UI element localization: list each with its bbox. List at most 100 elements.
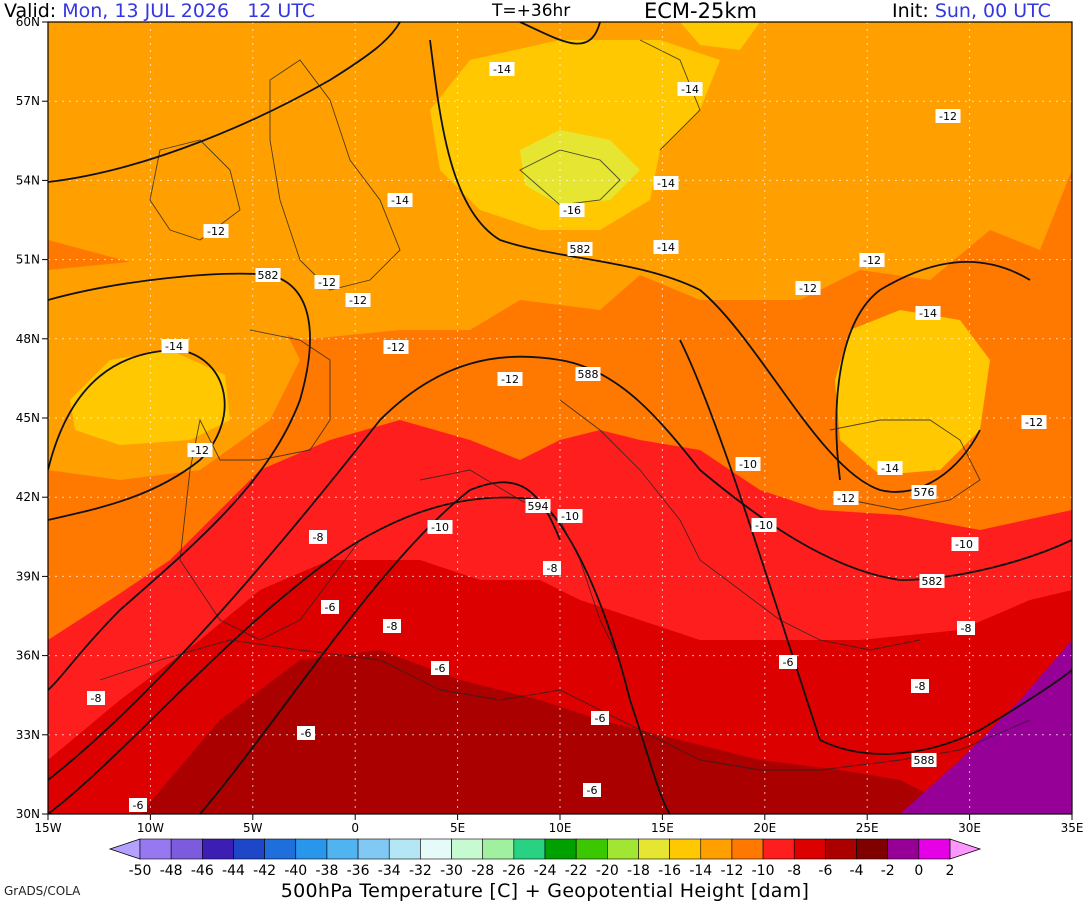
- colorbar-swatch: [607, 838, 639, 860]
- isotherm-label-bg: [187, 443, 213, 457]
- isotherm-label-bg: [877, 461, 903, 475]
- longitude-labels: 15W 10W 5W 0 5E 10E 15E 20E 25E 30E 35E: [34, 814, 1083, 835]
- height-contours: [48, 22, 1072, 814]
- lat-label: 57N: [16, 94, 40, 108]
- colorbar-swatch: [295, 838, 328, 860]
- isotherm-label: -8: [383, 619, 401, 633]
- lon-label: 30E: [958, 821, 981, 835]
- height-label-text: 588: [578, 368, 599, 381]
- colorbar-swatch: [669, 838, 702, 860]
- lat-label: 42N: [16, 490, 40, 504]
- colorbar-tick-label: -12: [720, 863, 743, 879]
- isotherm-label-text: -12: [349, 294, 367, 307]
- isotherm-label-text: -8: [915, 680, 926, 693]
- colorbar-tick-label: -14: [689, 863, 712, 879]
- height-label-bg: [525, 499, 551, 513]
- colorbar-swatch: [513, 838, 546, 860]
- isotherm-label: -8: [911, 679, 929, 693]
- isotherm-label-text: -12: [318, 276, 336, 289]
- isotherm-label-text: -8: [387, 620, 398, 633]
- isotherm-label-text: -12: [387, 341, 405, 354]
- height-label-bg: [911, 753, 937, 767]
- isotherm-label-text: -14: [681, 83, 699, 96]
- isotherm-label-bg: [309, 530, 327, 544]
- lon-label: 35E: [1061, 821, 1084, 835]
- colorbar-tick-label: -34: [378, 863, 401, 879]
- isotherm-label: -12: [383, 340, 409, 354]
- height-label: 582: [255, 268, 281, 282]
- colorbar-swatch: [420, 838, 452, 860]
- lon-label: 0: [351, 821, 359, 835]
- isotherm-label: -6: [779, 655, 797, 669]
- isotherm-label-bg: [383, 619, 401, 633]
- lat-label: 48N: [16, 332, 40, 346]
- valid-label: Valid:: [4, 0, 57, 22]
- height-label-bg: [255, 268, 281, 282]
- isotherm-label: -12: [795, 281, 821, 295]
- isotherm-label: -10: [735, 457, 761, 471]
- colorbar-tick-label: -32: [409, 863, 432, 879]
- height-label-text: 582: [922, 575, 943, 588]
- isotherm-label-bg: [653, 176, 679, 190]
- isotherm-label-bg: [653, 240, 679, 254]
- isotherm-label-text: -6: [301, 727, 312, 740]
- isotherm-label: -14: [489, 62, 515, 76]
- lat-label: 54N: [16, 173, 40, 187]
- isotherm-label-bg: [951, 537, 977, 551]
- colorbar-tick-label: -18: [627, 863, 650, 879]
- lat-label: 36N: [16, 649, 40, 663]
- colorbar-swatch: [825, 838, 857, 860]
- isotherm-label-bg: [321, 600, 339, 614]
- isotherm-label: -6: [297, 726, 315, 740]
- isotherm-label: -14: [653, 176, 679, 190]
- isotherm-label-text: -12: [207, 225, 225, 238]
- isotherm-label-bg: [559, 203, 585, 217]
- colorbar-tick-label: -20: [596, 863, 619, 879]
- lat-label: 51N: [16, 253, 40, 267]
- isotherm-label-text: -10: [739, 458, 757, 471]
- isotherm-label-text: -10: [755, 519, 773, 532]
- colorbar-tick-label: -6: [818, 863, 832, 879]
- colorbar-tick-label: -8: [787, 863, 801, 879]
- lon-label: 25E: [856, 821, 879, 835]
- isotherm-label-text: -12: [1025, 416, 1043, 429]
- height-label-text: 576: [914, 486, 935, 499]
- isotherm-label-bg: [129, 798, 147, 812]
- isotherm-label-bg: [795, 281, 821, 295]
- isotherm-label-text: -10: [561, 510, 579, 523]
- isotherm-label-bg: [383, 340, 409, 354]
- init-value: Sun, 00 UTC: [934, 0, 1051, 22]
- isotherm-label-text: -14: [391, 194, 409, 207]
- colorbar-tick-label: 0: [914, 863, 923, 879]
- colorbar: -50 -48 -46 -44 -42 -40 -38 -36 -34 -32 -30 -28 -26-…: [108, 838, 982, 879]
- isotherm-label-text: -6: [587, 784, 598, 797]
- lat-label: 39N: [16, 569, 40, 583]
- isotherm-label-bg: [957, 621, 975, 635]
- isotherm-label-bg: [859, 253, 885, 267]
- grads-credit: GrADS/COLA: [4, 884, 81, 898]
- init-time: Init: Sun, 00 UTC: [892, 0, 1051, 22]
- colorbar-swatch: [139, 838, 172, 860]
- colorbar-tick-label: -4: [850, 863, 864, 879]
- isotherm-label-text: -14: [919, 307, 937, 320]
- height-label-bg: [911, 485, 937, 499]
- isotherm-label: -12: [1021, 415, 1047, 429]
- isotherm-label: -12: [497, 372, 523, 386]
- isotherm-label-text: -14: [657, 177, 675, 190]
- isotherm-label-text: -14: [657, 241, 675, 254]
- colorbar-tick-label: -38: [315, 863, 338, 879]
- isotherm-label-text: -12: [939, 110, 957, 123]
- isotherm-label: -14: [915, 306, 941, 320]
- colorbar-tick-label: -42: [253, 863, 276, 879]
- isotherm-label: -10: [557, 509, 583, 523]
- isotherm-label-text: -14: [881, 462, 899, 475]
- isotherm-label-text: -6: [595, 712, 606, 725]
- isotherm-label-text: -6: [783, 656, 794, 669]
- isotherm-label-bg: [297, 726, 315, 740]
- isotherm-label: -6: [431, 661, 449, 675]
- colorbar-swatch: [575, 838, 608, 860]
- isotherm-label-text: -6: [435, 662, 446, 675]
- isotherm-label: -14: [387, 193, 413, 207]
- isotherm-label-bg: [87, 691, 105, 705]
- isotherm-label-bg: [203, 224, 229, 238]
